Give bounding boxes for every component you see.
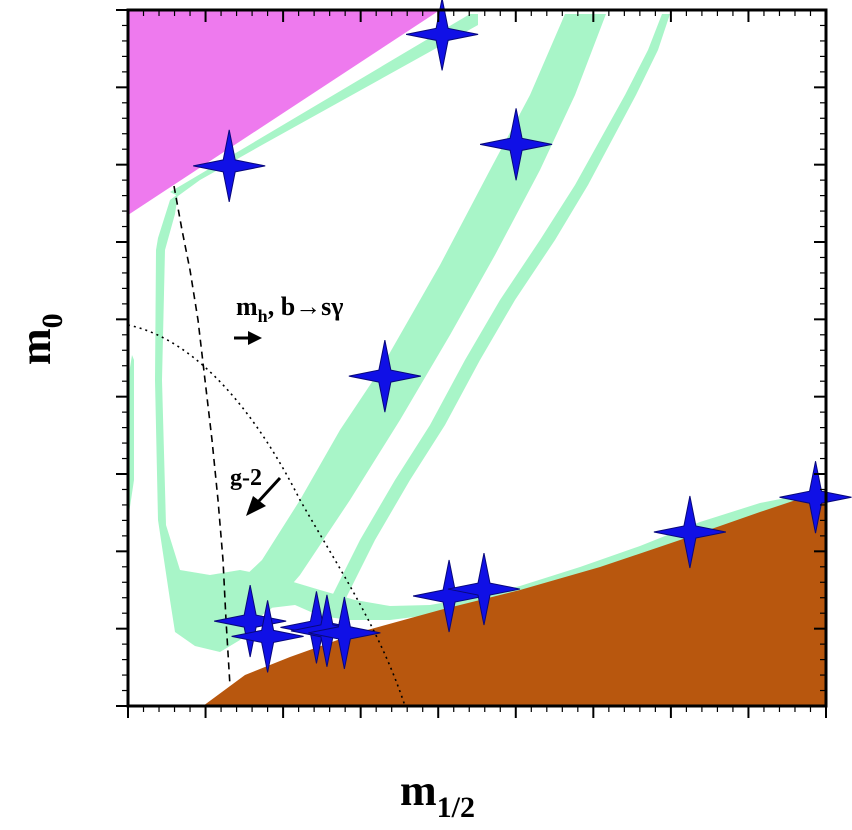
green-band-upper-left — [170, 14, 478, 196]
green-band-diagonal-thin — [330, 14, 670, 600]
higgs-bsgamma-dashed-curve — [173, 185, 231, 687]
higgs-label-main: m — [236, 292, 258, 321]
benchmark-point-11 — [447, 552, 521, 626]
g2-dotted-curve — [127, 324, 406, 707]
g2-arrow — [246, 476, 282, 516]
g2-label: g-2 — [230, 465, 262, 491]
higgs-arrow — [234, 331, 262, 345]
y-axis-label-sub: 0 — [36, 313, 69, 328]
benchmark-point-2 — [193, 129, 266, 203]
benchmark-point-13 — [779, 461, 852, 534]
x-axis-label: m1/2 — [400, 766, 475, 824]
magenta-excluded-region — [128, 10, 440, 215]
y-axis-label-main: m — [11, 328, 60, 365]
regions — [128, 10, 826, 706]
higgs-label-rest: , b→sγ — [268, 292, 344, 321]
brown-excluded-region — [203, 490, 826, 706]
higgs-label: mh, b→sγ — [236, 292, 343, 326]
plot-frame — [126, 8, 828, 708]
y-axis-label: m0 — [11, 313, 69, 365]
benchmark-points — [193, 0, 852, 673]
benchmark-point-4 — [348, 339, 421, 413]
benchmark-point-3 — [479, 108, 553, 181]
green-band-left-arm — [155, 194, 826, 652]
benchmark-point-1 — [406, 0, 479, 71]
higgs-label-sub: h — [258, 306, 268, 326]
benchmark-point-9 — [308, 596, 381, 670]
benchmark-point-12 — [653, 495, 726, 569]
x-axis-label-main: m — [400, 766, 437, 815]
x-axis-label-sub: 1/2 — [437, 791, 475, 824]
axis-ticks — [116, 9, 827, 718]
benchmark-point-6 — [231, 600, 304, 673]
